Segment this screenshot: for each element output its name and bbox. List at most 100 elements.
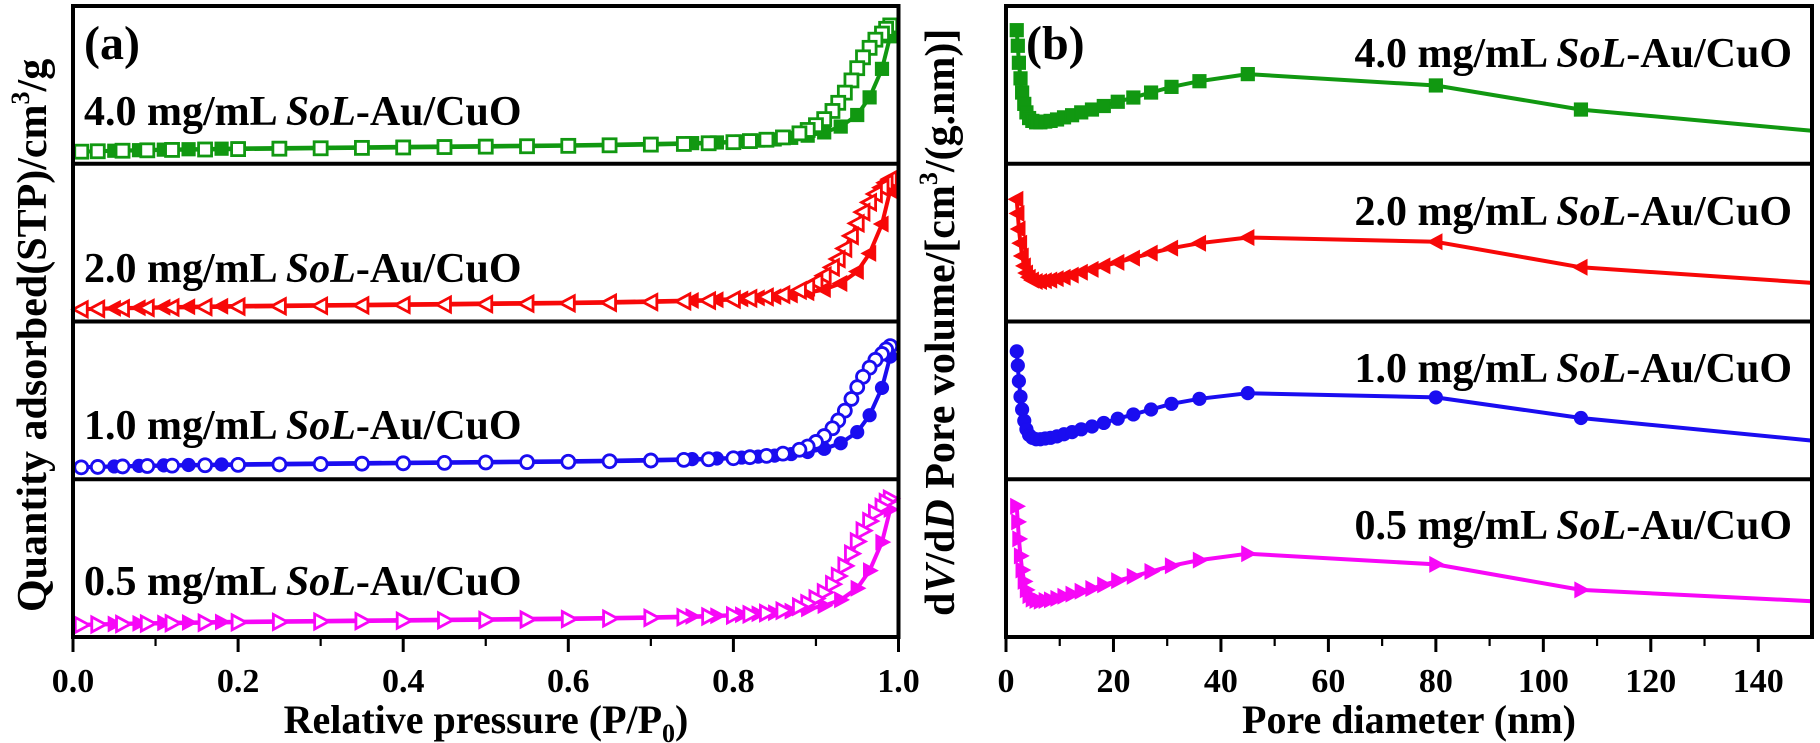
desorption-marker-0.5 (849, 531, 869, 552)
pore-marker-4.0 (1011, 55, 1026, 70)
desorption-marker-2.0 (392, 295, 411, 315)
adsorption-marker-4.0 (833, 119, 848, 134)
sample-label-a-1.0: 1.0 mg/mL SoL-Au/CuO (84, 402, 522, 450)
sample-label-italic: SoL (285, 403, 356, 449)
desorption-marker-0.5 (775, 600, 794, 621)
adsorption-marker-1.0 (850, 425, 865, 440)
panel-a-frame (71, 4, 901, 639)
sample-label-b-4.0: 4.0 mg/mL SoL-Au/CuO (1354, 30, 1792, 78)
pore-marker-0.5 (1097, 576, 1114, 594)
desorption-marker-2.0 (227, 296, 246, 317)
adsorption-marker-0.5 (863, 562, 879, 580)
adsorption-marker-2.0 (179, 298, 196, 316)
pore-marker-0.5 (1057, 587, 1074, 605)
desorption-marker-1.0 (73, 459, 90, 476)
pore-marker-0.5 (1192, 551, 1209, 569)
pore-marker-4.0 (1096, 98, 1111, 114)
desorption-marker-4.0 (742, 133, 758, 149)
desorption-marker-1.0 (519, 454, 535, 471)
pore-marker-1.0 (1143, 402, 1159, 417)
sample-label-text: 1.0 mg/mL (84, 403, 286, 449)
desorption-marker-1.0 (230, 456, 247, 473)
pore-marker-0.5 (1429, 555, 1446, 573)
pore-marker-1.0 (1084, 419, 1100, 434)
desorption-marker-4.0 (477, 138, 494, 155)
adsorption-marker-2.0 (831, 274, 848, 292)
pore-marker-0.5 (1574, 581, 1591, 599)
desorption-marker-1.0 (700, 451, 717, 468)
desorption-marker-4.0 (725, 134, 742, 151)
sample-label-italic: SoL (1556, 189, 1627, 235)
sample-label-suffix: -Au/CuO (355, 559, 522, 605)
desorption-marker-4.0 (73, 143, 90, 160)
pore-marker-2.0 (1008, 204, 1025, 222)
pore-marker-1.0 (1110, 411, 1125, 426)
pore-marker-0.5 (1164, 557, 1181, 575)
sample-label-suffix: -Au/CuO (1626, 503, 1792, 549)
desorption-marker-1.0 (601, 453, 618, 470)
desorption-marker-4.0 (114, 142, 131, 159)
adsorption-marker-1.0 (181, 457, 196, 473)
x-tick-label: 0.0 (52, 663, 95, 700)
pore-marker-1.0 (1164, 396, 1179, 411)
pore-marker-0.5 (1015, 561, 1032, 579)
adsorption-marker-0.5 (181, 613, 198, 631)
y-axis-label-b: dV/dD Pore volume/[cm3/(g.nm)] (914, 28, 964, 616)
desorption-marker-2.0 (755, 287, 774, 307)
desorption-marker-2.0 (194, 297, 213, 317)
pore-marker-2.0 (1571, 258, 1588, 276)
desorption-marker-1.0 (197, 457, 213, 474)
sample-label-suffix: -Au/CuO (355, 246, 522, 292)
desorption-marker-2.0 (557, 293, 576, 314)
sample-label-a-2.0: 2.0 mg/mL SoL-Au/CuO (84, 245, 522, 293)
x-tick-label: 0.6 (547, 663, 590, 700)
desorption-marker-2.0 (738, 288, 758, 309)
desorption-marker-4.0 (395, 139, 412, 156)
desorption-marker-1.0 (114, 458, 131, 475)
sample-label-text: 4.0 mg/mL (84, 89, 286, 135)
desorption-marker-2.0 (268, 296, 287, 317)
pore-marker-2.0 (1009, 220, 1026, 238)
desorption-marker-1.0 (843, 391, 860, 407)
desorption-marker-2.0 (350, 295, 370, 316)
sample-label-b-1.0: 1.0 mg/mL SoL-Au/CuO (1354, 345, 1792, 393)
sample-label-suffix: -Au/CuO (1626, 189, 1792, 235)
desorption-marker-2.0 (846, 213, 865, 234)
adsorption-marker-1.0 (214, 457, 229, 472)
desorption-marker-4.0 (791, 125, 808, 142)
desorption-marker-4.0 (775, 129, 791, 146)
pore-marker-0.5 (1010, 497, 1027, 515)
sample-label-italic: SoL (1556, 503, 1627, 549)
sample-label-text: 2.0 mg/mL (84, 246, 286, 292)
sample-label-text: 0.5 mg/mL (84, 559, 286, 605)
pore-marker-1.0 (1015, 402, 1030, 417)
desorption-marker-0.5 (139, 613, 159, 634)
desorption-marker-0.5 (643, 608, 662, 628)
desorption-marker-2.0 (70, 299, 89, 320)
desorption-marker-2.0 (161, 297, 180, 318)
desorption-marker-2.0 (672, 291, 692, 312)
x-tick-label: 80 (1419, 663, 1453, 700)
desorption-marker-2.0 (697, 290, 717, 311)
pore-marker-4.0 (1164, 79, 1179, 94)
desorption-marker-4.0 (89, 143, 106, 160)
pore-marker-0.5 (1013, 547, 1030, 565)
desorption-marker-0.5 (115, 614, 134, 634)
desorption-marker-2.0 (722, 289, 741, 310)
pore-marker-1.0 (1126, 407, 1141, 422)
desorption-marker-4.0 (601, 137, 618, 154)
pore-marker-4.0 (1143, 85, 1159, 100)
pore-marker-4.0 (1428, 78, 1443, 93)
desorption-marker-4.0 (230, 141, 247, 157)
adsorption-marker-4.0 (874, 61, 890, 76)
desorption-marker-0.5 (354, 611, 373, 631)
x-tick-label: 0 (998, 663, 1015, 700)
desorption-marker-1.0 (642, 452, 659, 469)
adsorption-marker-1.0 (833, 436, 848, 451)
x-tick-label: 60 (1311, 663, 1345, 700)
pore-marker-2.0 (1190, 234, 1207, 252)
sample-label-text: 2.0 mg/mL (1354, 189, 1557, 235)
sample-label-suffix: -Au/CuO (355, 89, 522, 135)
pore-marker-1.0 (1428, 390, 1443, 405)
pore-marker-2.0 (1141, 244, 1158, 262)
